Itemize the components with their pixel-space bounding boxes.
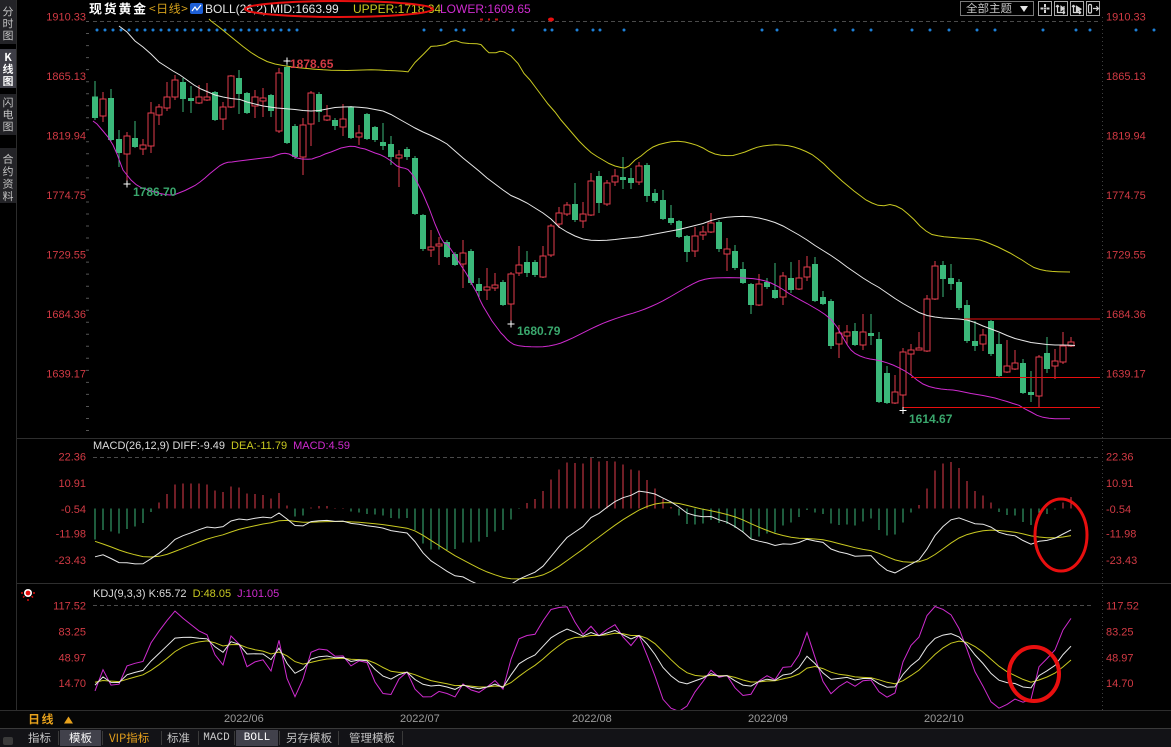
svg-text:1786.70: 1786.70 [133, 185, 177, 199]
svg-text:10.91: 10.91 [1106, 478, 1134, 490]
svg-text:1774.75: 1774.75 [1106, 190, 1146, 202]
svg-text:1910.33: 1910.33 [46, 12, 86, 24]
svg-text:117.52: 117.52 [53, 601, 86, 613]
svg-text:14.70: 14.70 [1106, 678, 1134, 690]
svg-text:-23.43: -23.43 [55, 555, 86, 567]
svg-text:KDJ(9,3,3) K:65.72D:48.05J:101: KDJ(9,3,3) K:65.72 D:48.05 J:101.05 [93, 588, 279, 600]
svg-text:10.91: 10.91 [58, 478, 86, 490]
svg-text:1684.36: 1684.36 [46, 309, 86, 321]
svg-text:1684.36: 1684.36 [1106, 309, 1146, 321]
svg-text:1819.94: 1819.94 [1106, 131, 1146, 143]
svg-text:-0.54: -0.54 [1106, 504, 1131, 516]
svg-text:-11.98: -11.98 [56, 529, 86, 541]
svg-text:-11.98: -11.98 [1106, 529, 1136, 541]
svg-text:1729.55: 1729.55 [46, 250, 86, 262]
svg-text:117.52: 117.52 [1106, 601, 1139, 613]
svg-text:1819.94: 1819.94 [46, 131, 86, 143]
svg-text:1639.17: 1639.17 [46, 369, 86, 381]
svg-text:48.97: 48.97 [1106, 652, 1134, 664]
svg-text:22.36: 22.36 [58, 452, 86, 464]
svg-text:22.36: 22.36 [1106, 452, 1134, 464]
svg-text:-23.43: -23.43 [1106, 555, 1137, 567]
svg-text:14.70: 14.70 [58, 678, 86, 690]
svg-text:1614.67: 1614.67 [909, 412, 953, 426]
svg-text:1865.13: 1865.13 [1106, 71, 1146, 83]
svg-text:83.25: 83.25 [1106, 626, 1134, 638]
svg-text:1774.75: 1774.75 [46, 190, 86, 202]
svg-text:83.25: 83.25 [58, 626, 86, 638]
svg-text:1878.65: 1878.65 [290, 57, 334, 71]
svg-text:1910.33: 1910.33 [1106, 12, 1146, 24]
svg-text:1680.79: 1680.79 [517, 324, 561, 338]
svg-text:-0.54: -0.54 [61, 504, 86, 516]
svg-text:1639.17: 1639.17 [1106, 369, 1146, 381]
svg-text:1865.13: 1865.13 [46, 71, 86, 83]
svg-text:1729.55: 1729.55 [1106, 250, 1146, 262]
svg-text:48.97: 48.97 [58, 652, 86, 664]
